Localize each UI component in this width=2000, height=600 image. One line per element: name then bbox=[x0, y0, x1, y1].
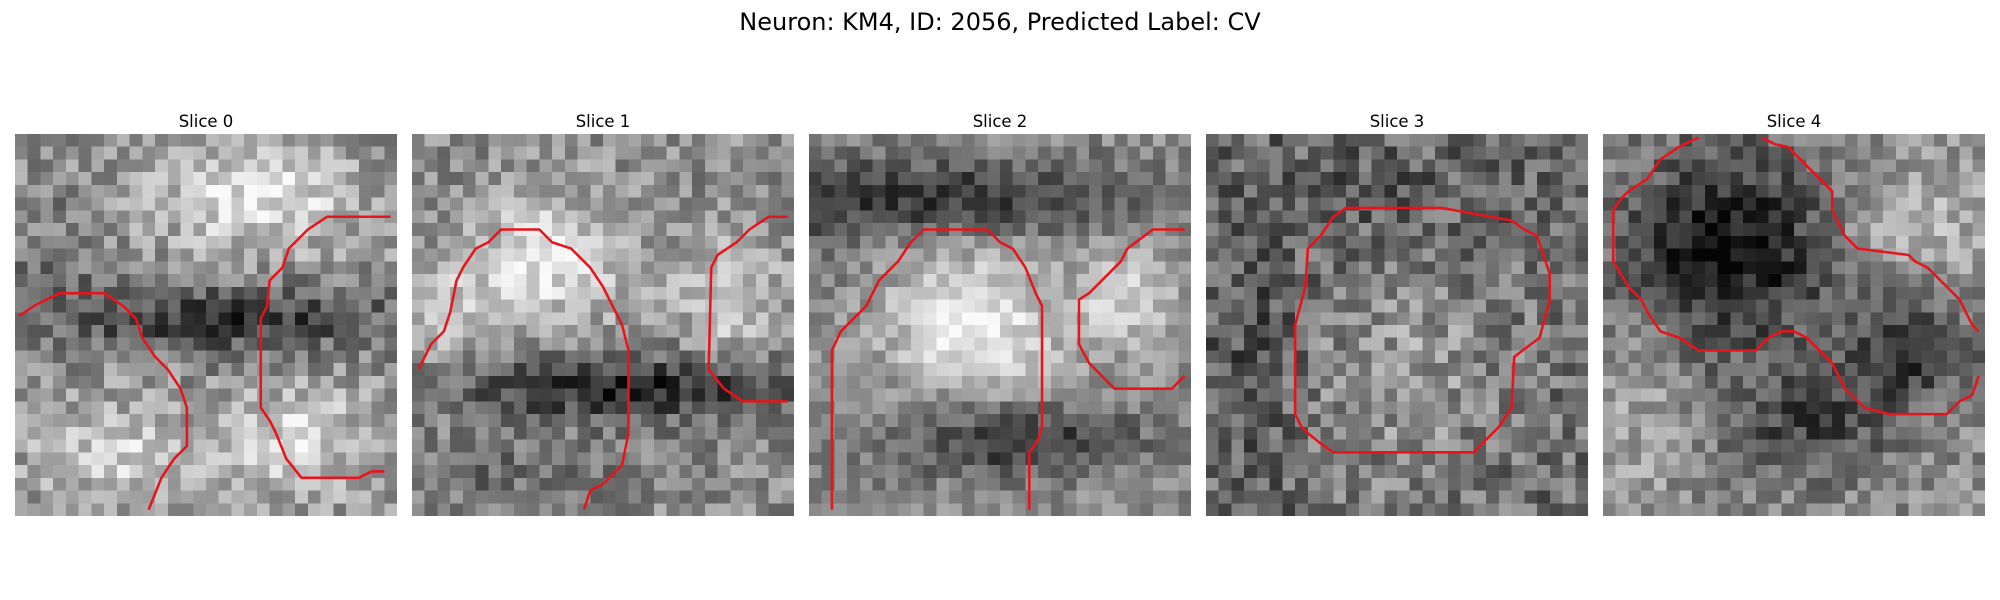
slice-image-3 bbox=[1206, 134, 1588, 516]
segmentation-contour bbox=[1077, 228, 1186, 390]
segmentation-contour bbox=[830, 228, 1044, 510]
slice-title-3: Slice 3 bbox=[1369, 112, 1425, 131]
slice-image-1 bbox=[412, 134, 794, 516]
slice-panel-2: Slice 2 bbox=[809, 110, 1191, 516]
segmentation-contour bbox=[707, 215, 788, 403]
slice-image-4 bbox=[1603, 134, 1985, 516]
slice-panel-3: Slice 3 bbox=[1206, 110, 1588, 516]
slice-panel-4: Slice 4 bbox=[1603, 110, 1985, 516]
segmentation-contour bbox=[259, 215, 391, 480]
slice-panel-0: Slice 0 bbox=[15, 110, 397, 516]
slice-image-0 bbox=[15, 134, 397, 516]
slice-title-2: Slice 2 bbox=[972, 112, 1028, 131]
slice-title-1: Slice 1 bbox=[575, 112, 631, 131]
segmentation-contour bbox=[1761, 136, 1980, 333]
segmentation-contour bbox=[1611, 136, 1699, 262]
segmentation-contour bbox=[1612, 260, 1980, 416]
figure-title: Neuron: KM4, ID: 2056, Predicted Label: … bbox=[739, 8, 1261, 36]
slice-title-4: Slice 4 bbox=[1766, 112, 1822, 131]
segmentation-contour bbox=[1293, 206, 1552, 454]
segmentation-contour bbox=[18, 291, 189, 511]
slice-panel-1: Slice 1 bbox=[412, 110, 794, 516]
segmentation-contour bbox=[417, 228, 630, 511]
slice-title-0: Slice 0 bbox=[178, 112, 234, 131]
slice-image-2 bbox=[809, 134, 1191, 516]
